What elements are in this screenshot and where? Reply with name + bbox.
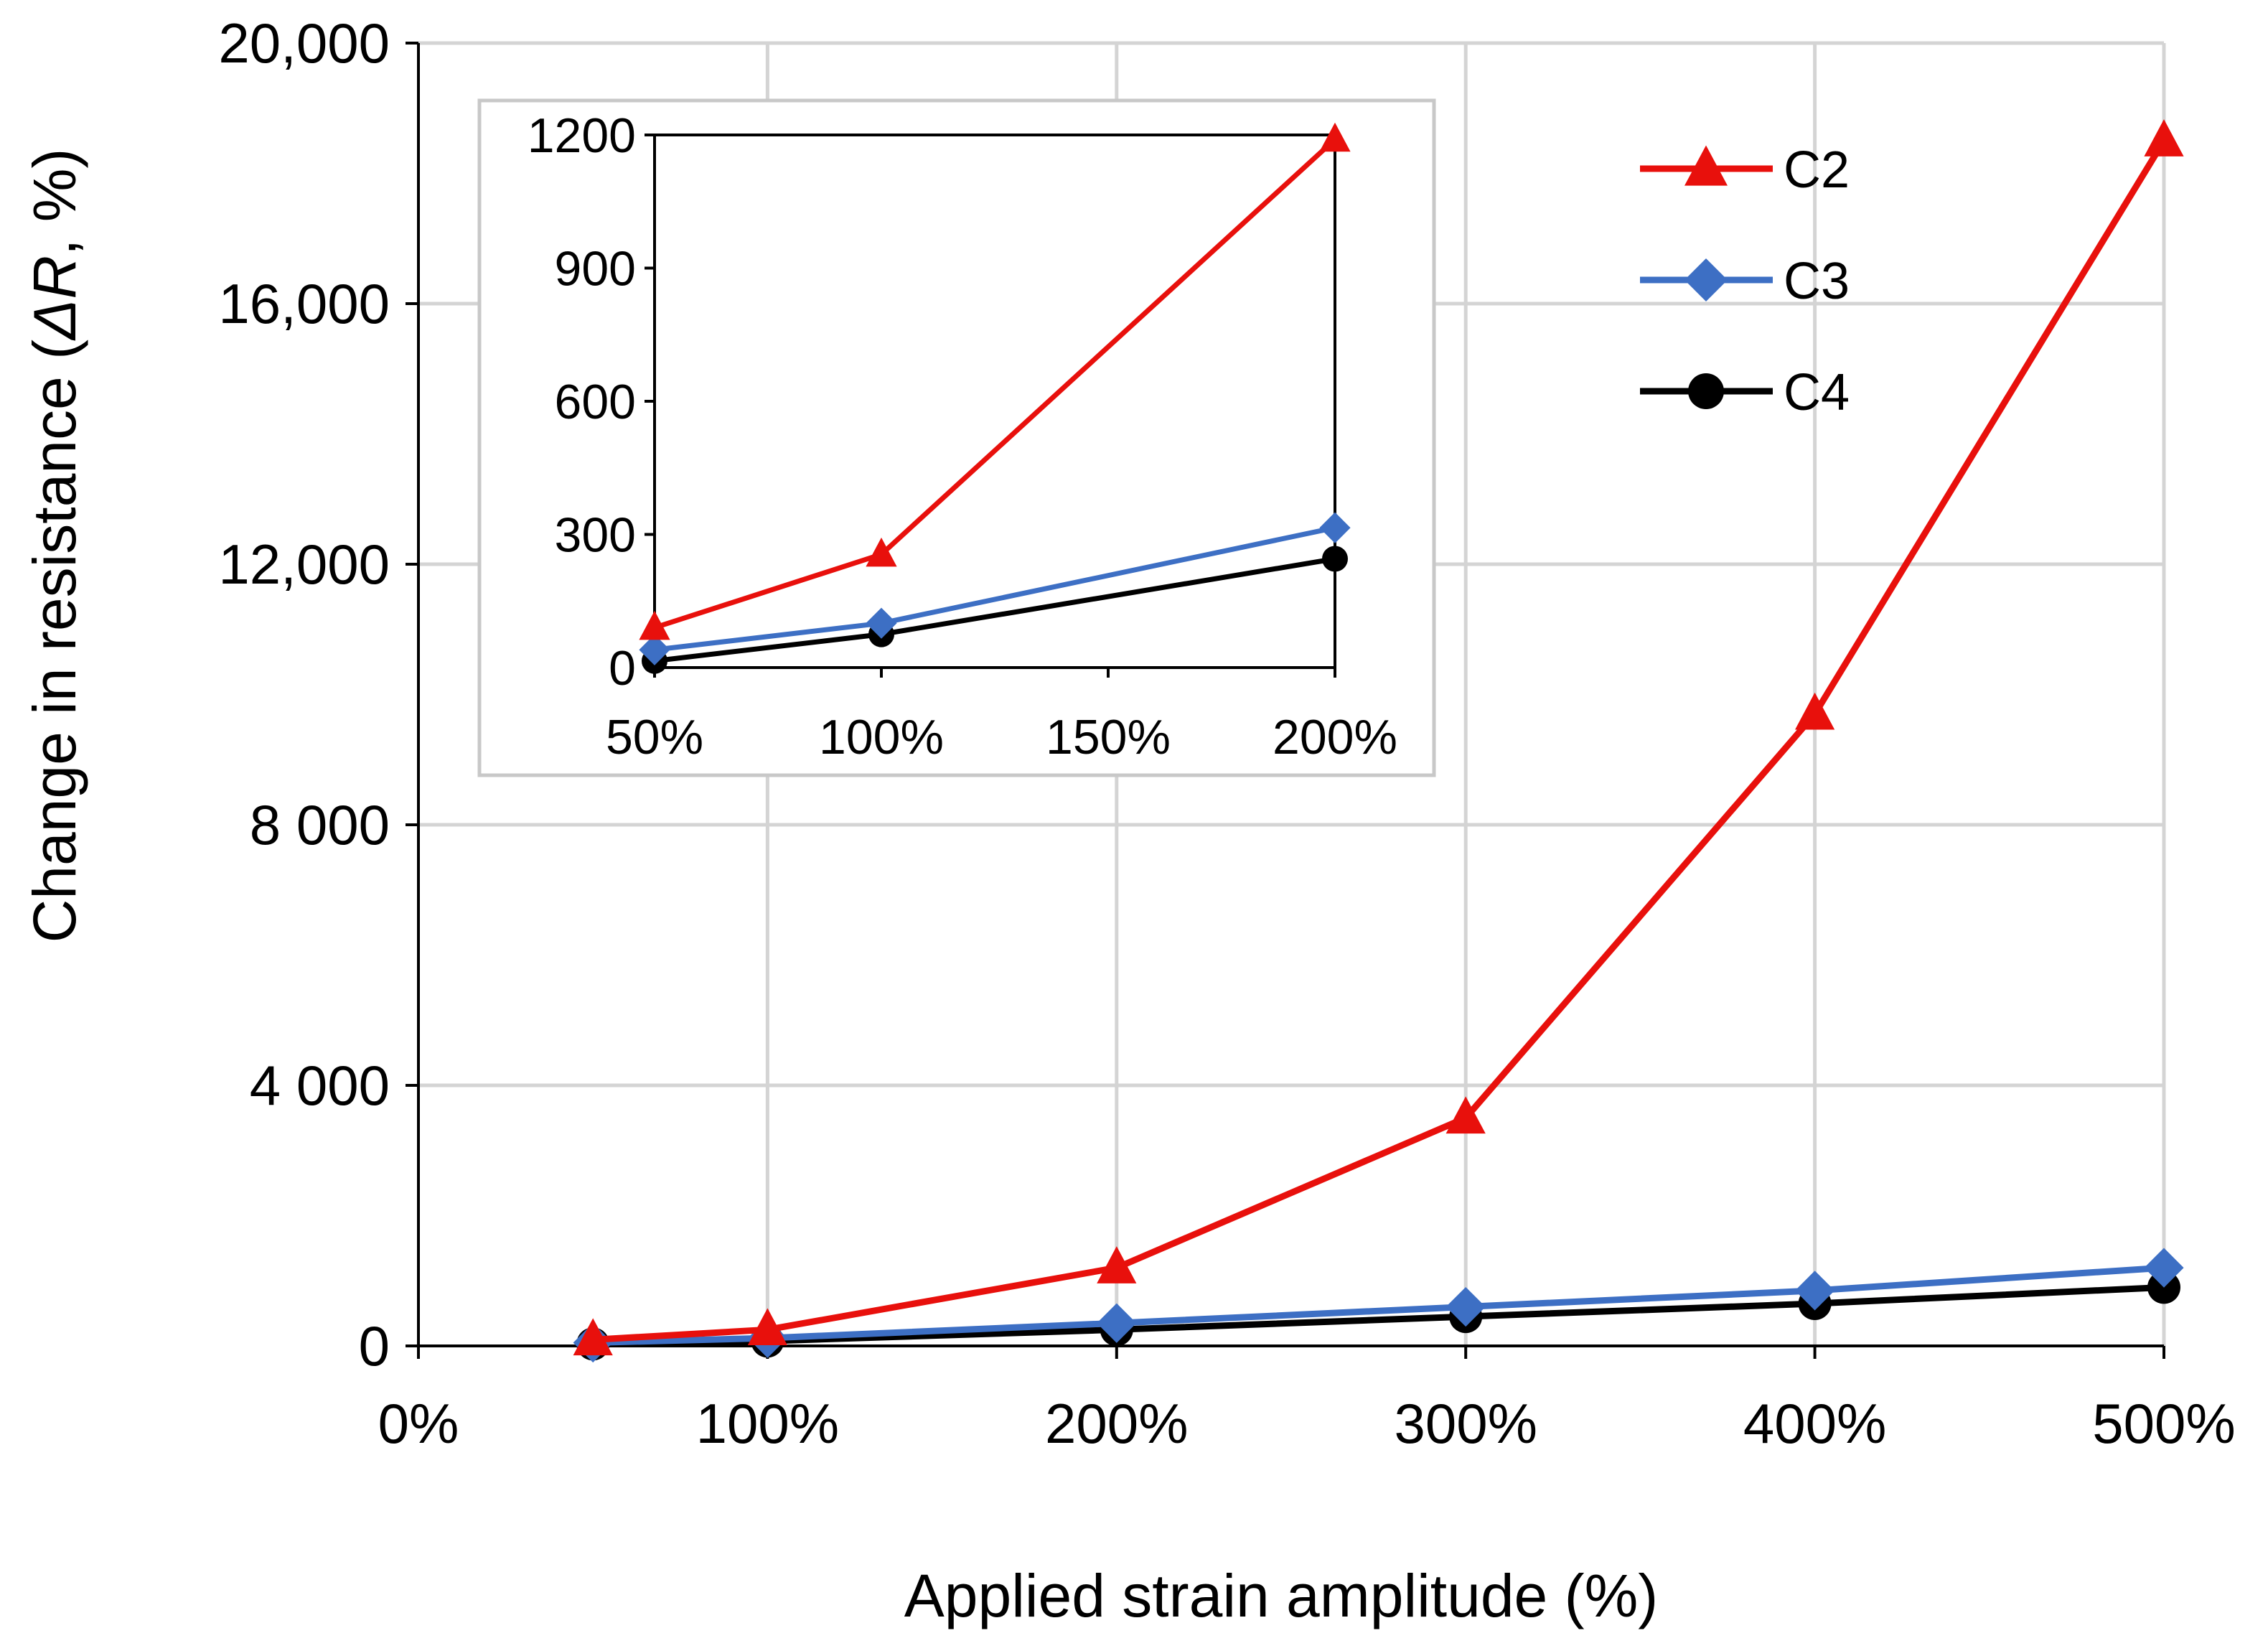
y-axis-title-prefix: Change in resistance ( [21,340,88,943]
data-point-c2 [747,1308,787,1346]
inset-data-point-c2 [639,610,670,640]
inset-data-point-c3 [1319,512,1351,543]
data-point-c3 [1097,1303,1137,1343]
data-point-c3 [2144,1248,2184,1288]
x-tick-label: 400% [1743,1392,1887,1455]
inset-tick-labels: 0 300 600 900 1200 50% 100% 150% 200% [528,108,1397,764]
inset-x-tick-label: 100% [819,710,944,764]
inset-y-tick-label: 1200 [528,108,636,163]
data-point-c3 [1445,1286,1486,1327]
inset-series-group [639,122,1351,674]
inset-data-point-c4 [1322,546,1348,572]
inset-y-tick-label: 600 [555,375,636,429]
legend-label-c3: C3 [1784,253,1850,310]
y-tick-label: 0 [359,1314,390,1378]
data-point-c2 [1795,692,1835,730]
x-tick-label: 0% [378,1392,459,1455]
inset-x-tick-label: 200% [1273,710,1397,764]
y-tick-label: 8 000 [250,793,390,856]
series-line-c2 [592,139,2167,1343]
legend-marker-c2 [1684,145,1728,186]
inset-data-point-c2 [1319,122,1351,152]
x-tick-label: 500% [2092,1392,2236,1455]
y-tick-label: 12,000 [218,533,390,596]
data-point-c3 [1795,1271,1835,1311]
legend-label-c2: C2 [1784,141,1850,199]
inset-data-point-c2 [866,537,897,567]
data-point-c2 [1445,1096,1486,1134]
inset-data-point-c3 [639,634,670,665]
x-tick-label: 300% [1394,1392,1537,1455]
y-axis-title-symbol: ΔR [21,256,88,341]
y-tick-label: 20,000 [218,11,390,75]
inset-chart: 0 300 600 900 1200 50% 100% 150% 200% [477,98,1436,777]
legend-label-c4: C4 [1784,364,1850,421]
series-line-c3 [593,1264,2165,1346]
data-point-c2 [573,1318,613,1356]
x-tick-label: 100% [696,1392,840,1455]
data-point-c2 [2144,119,2184,156]
data-point-c2 [1097,1246,1137,1283]
y-axis-title-suffix: , %) [21,149,88,256]
inset-y-tick-label: 300 [555,508,636,563]
inset-data-point-c3 [866,607,897,639]
inset-frame [477,98,1436,777]
inset-y-tick-label: 0 [609,641,636,696]
main-series-group [573,119,2184,1363]
y-axis-title: Change in resistance (ΔR, %) [21,149,88,943]
inset-x-tick-label: 150% [1046,710,1171,764]
main-tick-labels: 0 4 000 8 000 12,000 16,000 20,000 0% 100% 200% 3… [218,11,2235,1455]
legend: C2 C3 C4 [1640,141,1850,421]
y-tick-label: 16,000 [218,272,390,335]
legend-marker-c3 [1684,258,1728,301]
inset-x-tick-label: 50% [606,710,703,764]
y-tick-label: 4 000 [250,1054,390,1117]
x-tick-label: 200% [1045,1392,1189,1455]
legend-marker-c4 [1688,373,1724,409]
inset-y-tick-label: 900 [555,242,636,296]
x-axis-title: Applied strain amplitude (%) [904,1562,1659,1629]
